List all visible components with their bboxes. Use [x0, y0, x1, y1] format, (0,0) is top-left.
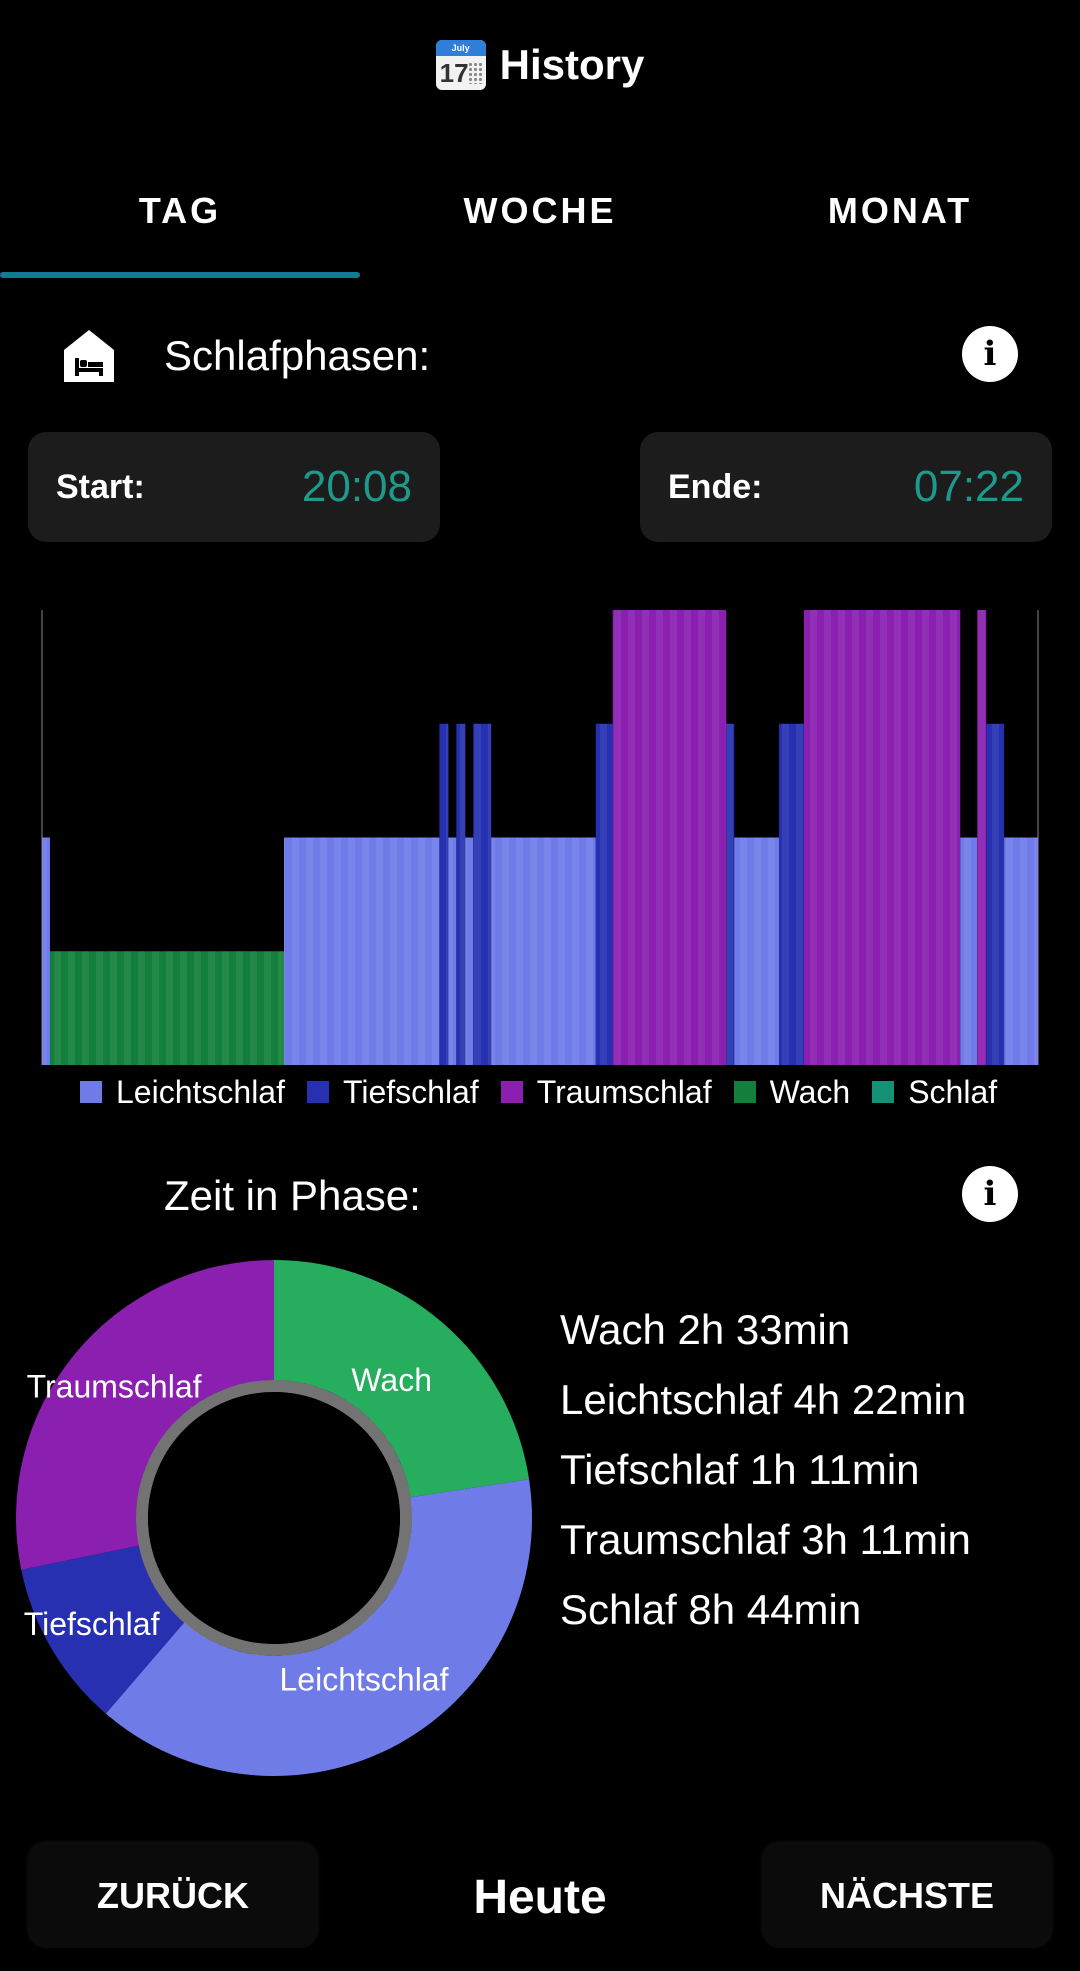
donut-label-leichtschlaf: Leichtschlaf	[280, 1661, 449, 1697]
calendar-day: 17	[439, 58, 469, 88]
hypnogram-svg	[41, 610, 1039, 1065]
hypno-bar-texture-9	[595, 723, 613, 1065]
hypno-bar-texture-3	[439, 723, 449, 1065]
current-period-label: Heute	[473, 1871, 607, 1924]
hypno-bar-texture-14	[803, 610, 961, 1065]
calendar-grid	[467, 62, 482, 84]
stat-tiefschlaf: Tiefschlaf 1h 11min	[560, 1446, 920, 1493]
calendar-month: July	[435, 40, 486, 56]
legend-swatch	[872, 1081, 895, 1103]
info-icon[interactable]: i	[962, 326, 1018, 382]
donut-slice-traumschlaf	[16, 1260, 274, 1570]
hypno-bar-texture-5	[456, 723, 466, 1065]
hypno-bar-texture-12	[734, 837, 780, 1065]
tab-woche[interactable]: WOCHE	[463, 190, 617, 231]
phase-stats: Wach 2h 33min Leichtschlaf 4h 22min Tief…	[560, 1295, 971, 1645]
legend-schlaf: Schlaf	[872, 1074, 997, 1111]
hypno-bar-texture-17	[986, 723, 1005, 1065]
phases-title: Schlafphasen:	[164, 332, 431, 379]
back-button[interactable]: ZURÜCK	[28, 1844, 318, 1948]
start-card: Start: 20:08	[28, 432, 440, 542]
hypno-bar-texture-13	[779, 723, 804, 1065]
legend-swatch	[500, 1081, 523, 1103]
legend-label: Traumschlaf	[536, 1073, 712, 1110]
chart-legend: Leichtschlaf Tiefschlaf Traumschlaf Wach…	[80, 1072, 1019, 1112]
start-label: Start:	[56, 468, 145, 506]
info-icon[interactable]: i	[962, 1166, 1018, 1222]
legend-label: Wach	[769, 1073, 851, 1110]
page-title: History	[499, 41, 645, 88]
hypno-bar-texture-2	[284, 837, 440, 1065]
next-button[interactable]: NÄCHSTE	[762, 1844, 1052, 1948]
hypno-bar-texture-6	[465, 837, 474, 1065]
stat-wach: Wach 2h 33min	[560, 1306, 851, 1353]
legend-label: Tiefschlaf	[342, 1073, 479, 1110]
hypno-bar-texture-7	[473, 723, 492, 1065]
phase-donut-chart: Wach Leichtschlaf Tiefschlaf Traumschlaf	[14, 1258, 534, 1778]
hypno-bar-texture-16	[977, 610, 987, 1065]
tab-tag[interactable]: TAG	[138, 190, 222, 231]
hypno-bar-texture-11	[726, 723, 735, 1065]
hypno-bar-texture-8	[491, 837, 596, 1065]
legend-swatch	[80, 1081, 102, 1103]
hypno-bar-texture-1	[49, 951, 285, 1065]
donut-label-wach: Wach	[351, 1362, 432, 1398]
stat-traumschlaf: Traumschlaf 3h 11min	[560, 1516, 971, 1563]
end-time[interactable]: 07:22	[913, 462, 1024, 511]
hypno-bar-texture-10	[612, 610, 727, 1065]
end-card: Ende: 07:22	[640, 432, 1052, 542]
app-header: July 17 History	[0, 0, 1080, 130]
legend-label: Schlaf	[908, 1073, 998, 1110]
hypno-bar-texture-0	[42, 837, 50, 1065]
start-time[interactable]: 20:08	[301, 462, 412, 511]
period-tabs: TAG WOCHE MONAT	[0, 160, 1080, 280]
time-in-phase-header: Zeit in Phase: i	[0, 1156, 1080, 1236]
tab-indicator	[0, 272, 360, 278]
stat-schlaf: Schlaf 8h 44min	[560, 1586, 862, 1633]
calendar-icon: July 17	[435, 40, 486, 90]
donut-slice-wach	[274, 1260, 530, 1498]
tab-monat[interactable]: MONAT	[827, 190, 973, 231]
donut-inner-ring	[136, 1380, 412, 1656]
donut-label-traumschlaf: Traumschlaf	[27, 1369, 202, 1405]
end-label: Ende:	[668, 468, 763, 506]
legend-swatch	[733, 1081, 756, 1103]
legend-traumschlaf: Traumschlaf	[500, 1073, 712, 1111]
time-in-phase-title: Zeit in Phase:	[164, 1172, 421, 1219]
legend-swatch	[306, 1081, 329, 1103]
hypno-bar-texture-18	[1004, 837, 1038, 1065]
phases-header: Schlafphasen: i	[0, 316, 1080, 396]
legend-label: Leichtschlaf	[116, 1073, 285, 1110]
legend-leichtschlaf: Leichtschlaf	[80, 1074, 285, 1111]
legend-wach: Wach	[733, 1073, 851, 1111]
donut-svg: Wach Leichtschlaf Tiefschlaf Traumschlaf	[16, 1260, 533, 1776]
legend-tiefschlaf: Tiefschlaf	[306, 1073, 479, 1111]
stat-leichtschlaf: Leichtschlaf 4h 22min	[560, 1376, 967, 1423]
donut-slice-tiefschlaf	[21, 1545, 185, 1714]
hypno-bar-texture-15	[960, 837, 978, 1065]
donut-hole	[148, 1392, 400, 1644]
bed-icon	[64, 330, 114, 382]
hypno-bar-texture-4	[448, 837, 457, 1065]
donut-label-tiefschlaf: Tiefschlaf	[24, 1606, 160, 1642]
donut-slice-leichtschlaf	[105, 1479, 533, 1776]
hypnogram-chart	[40, 610, 1040, 1065]
